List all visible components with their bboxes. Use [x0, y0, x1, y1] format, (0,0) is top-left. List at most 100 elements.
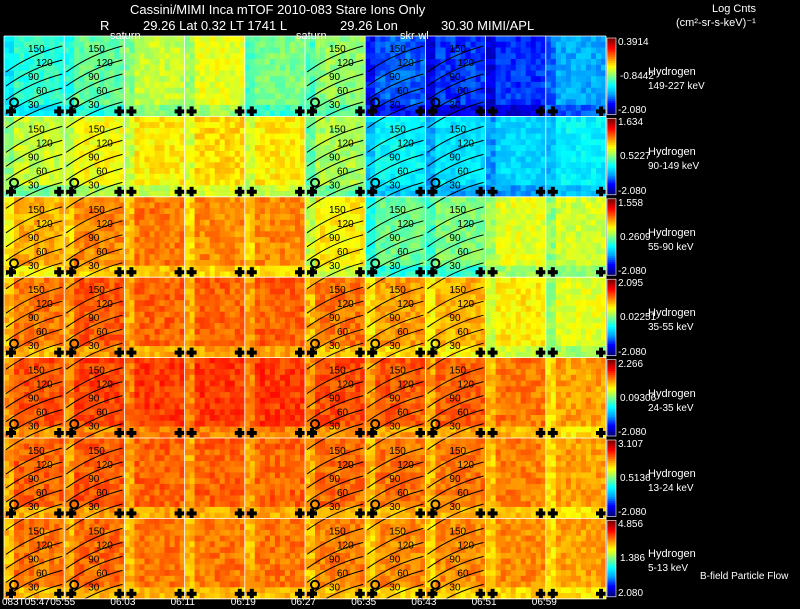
contour-line [366, 139, 424, 167]
contour-line [306, 503, 364, 531]
colorbar-segment [607, 227, 616, 230]
colorbar-segment [607, 321, 616, 324]
colorbar-segment [607, 206, 616, 209]
colorbar-segment [607, 149, 616, 152]
contour-line [427, 475, 484, 503]
contour-label: 90 [389, 554, 401, 565]
contour-label: 30 [88, 180, 100, 191]
contour-label: 120 [36, 219, 53, 230]
saturn-glyph [9, 499, 19, 510]
contour-line [366, 59, 424, 87]
colorbar-segment [607, 591, 616, 594]
colorbar-segment [607, 573, 616, 577]
contour-label: 150 [389, 446, 406, 457]
contour-label: 30 [88, 502, 100, 513]
heatmap-frame [425, 357, 486, 439]
contour-line [65, 300, 123, 328]
colorbar-segment [607, 305, 616, 309]
contour-label: 90 [88, 474, 100, 485]
colorbar-segment [607, 292, 616, 295]
colorbar-mid-label: 0.5227 [620, 151, 651, 163]
colorbar-segment [607, 41, 616, 45]
colorbar-segment [607, 254, 616, 257]
colorbar-segment [607, 560, 616, 563]
colorbar-segment [607, 420, 616, 424]
colorbar-segment [607, 273, 616, 276]
colorbar-segment [607, 135, 616, 138]
x-tick-label: 06:51 [471, 597, 497, 608]
contour-label: 150 [28, 205, 45, 216]
contour-label: 60 [36, 86, 48, 97]
contour-label: 150 [88, 124, 105, 135]
heatmap-frame [485, 196, 547, 278]
contour-label: 150 [329, 124, 346, 135]
contour-line [366, 87, 424, 115]
heatmap-frame [184, 438, 246, 519]
energy-label: 55-90 keV [648, 241, 694, 253]
contour-label: 150 [449, 446, 466, 457]
colorbar-segment [607, 374, 616, 378]
saturn-glyph [370, 499, 381, 510]
contour-label: 120 [397, 540, 414, 551]
contour-label: 30 [329, 582, 341, 593]
colorbar-segment [607, 570, 616, 573]
contour-label: 150 [389, 205, 406, 216]
contour-label: 120 [457, 138, 474, 149]
contour-line [65, 395, 123, 423]
colorbar-segment [607, 397, 616, 401]
colorbar-segment [607, 225, 616, 228]
contour-line [5, 461, 63, 489]
colorbar-segment [607, 549, 616, 552]
heatmap-frame [425, 277, 486, 358]
heatmap-frame [545, 438, 607, 519]
colorbar-segment [607, 39, 616, 43]
contour-line [5, 555, 63, 583]
contour-line [366, 541, 424, 569]
energy-label: 35-55 keV [648, 322, 694, 334]
colorbar-frame [606, 520, 617, 598]
colorbar-segment [607, 261, 616, 265]
contour-label: 60 [337, 408, 349, 419]
contour-label: 90 [88, 394, 100, 405]
contour-line [427, 367, 484, 395]
colorbar-segment [607, 323, 616, 326]
heatmap-frame [4, 357, 65, 439]
contour-line [5, 262, 63, 290]
contour-label: 60 [397, 166, 409, 177]
contour-line [366, 423, 424, 451]
species-label: Hydrogen [648, 146, 696, 159]
contour-line [5, 569, 63, 597]
contour-label: 120 [457, 380, 474, 391]
contour-label: 90 [88, 152, 100, 163]
contour-label: 60 [457, 568, 469, 579]
contour-label: 150 [28, 446, 45, 457]
contour-label: 120 [397, 58, 414, 69]
contour-line [306, 248, 364, 276]
contour-line [366, 45, 424, 73]
colorbar-segment [607, 51, 616, 54]
contour-line [65, 569, 123, 597]
saturn-glyph [430, 338, 441, 349]
contour-label: 120 [96, 540, 113, 551]
contour-label: 120 [96, 138, 113, 149]
colorbar-segment [607, 200, 616, 204]
colorbar-segment [607, 340, 616, 343]
contour-label: 60 [36, 327, 48, 338]
heatmap-frame [305, 36, 366, 117]
colorbar-frame [606, 198, 617, 276]
contour-line [366, 503, 424, 531]
colorbar-segment [607, 304, 616, 307]
contour-line [366, 527, 424, 555]
colorbar-segment [607, 568, 616, 571]
colorbar-segment [607, 325, 616, 328]
contour-label: 150 [28, 124, 45, 135]
colorbar-segment [607, 137, 616, 140]
colorbar-segment [607, 378, 616, 382]
colorbar-segment [607, 508, 616, 512]
contour-line [5, 423, 63, 451]
contour-line [306, 381, 364, 409]
contour-label: 150 [329, 446, 346, 457]
colorbar-segment [607, 191, 616, 194]
contour-line [5, 87, 63, 115]
colorbar-segment [607, 173, 616, 177]
